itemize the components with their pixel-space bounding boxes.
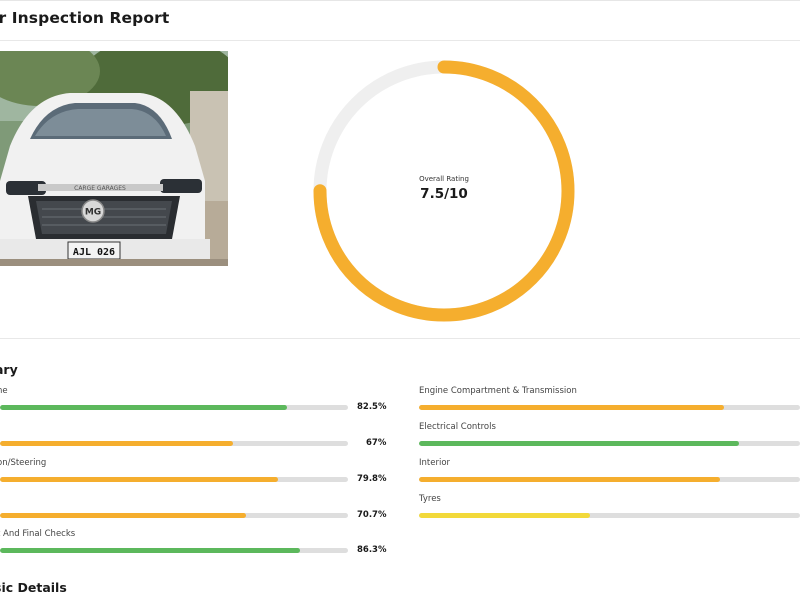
progress-track <box>419 513 800 518</box>
row-percentage: 70.7% <box>357 510 387 520</box>
progress-fill <box>0 441 234 446</box>
row-percentage: 86.3% <box>357 545 387 555</box>
progress-fill <box>0 477 278 482</box>
progress-fill <box>419 405 724 410</box>
row-label: Tyres <box>419 494 441 504</box>
progress-track <box>0 548 348 553</box>
top-border <box>0 0 800 1</box>
section-divider <box>0 338 800 339</box>
row-label: on/Steering <box>0 458 47 468</box>
progress-fill <box>419 477 720 482</box>
row-label: ne <box>0 386 8 396</box>
progress-track <box>0 405 348 410</box>
row-label: Engine Compartment & Transmission <box>419 386 577 396</box>
progress-fill <box>419 441 740 446</box>
row-percentage: 79.8% <box>357 474 387 484</box>
progress-fill <box>419 513 591 518</box>
row-label: Interior <box>419 458 451 468</box>
overall-rating-label: Overall Rating <box>419 175 469 183</box>
progress-fill <box>0 548 301 553</box>
mg-badge-text: MG <box>85 208 101 218</box>
progress-fill <box>0 513 247 518</box>
progress-track <box>419 405 800 410</box>
header-divider <box>0 40 800 41</box>
page-title: ar Inspection Report <box>0 9 170 27</box>
car-photo: CARGE GARAGES MG AJL 026 <box>0 51 228 266</box>
rating-donut <box>313 60 575 322</box>
donut-progress-arc <box>313 60 575 322</box>
summary-title: ary <box>0 362 18 377</box>
row-label: Electrical Controls <box>419 422 496 432</box>
row-percentage: 82.5% <box>357 402 387 412</box>
progress-track <box>419 441 800 446</box>
progress-track <box>419 477 800 482</box>
row-percentage: 67% <box>366 438 387 448</box>
overall-rating-value: 7.5/10 <box>420 186 468 202</box>
progress-track <box>0 513 348 518</box>
plate-text: AJL 026 <box>73 247 115 258</box>
basic-details-title: sic Details <box>0 580 67 595</box>
progress-fill <box>0 405 288 410</box>
grille-bar-text: CARGE GARAGES <box>74 185 126 192</box>
progress-track <box>0 477 348 482</box>
row-label: t And Final Checks <box>0 529 76 539</box>
progress-track <box>0 441 348 446</box>
